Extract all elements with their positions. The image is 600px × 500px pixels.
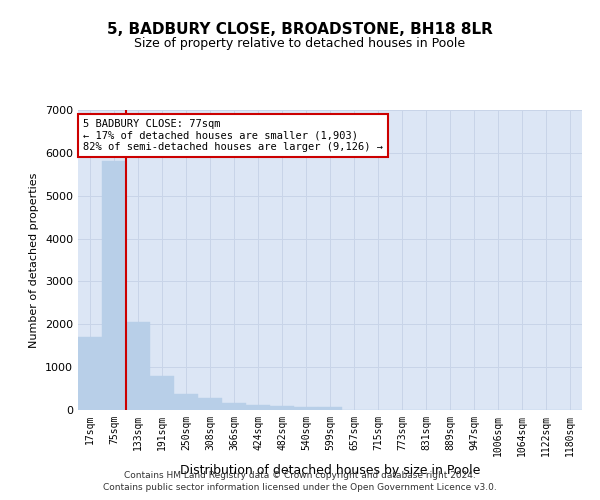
Text: Contains public sector information licensed under the Open Government Licence v3: Contains public sector information licen…: [103, 484, 497, 492]
Bar: [150, 376, 174, 410]
Bar: [246, 405, 270, 410]
Text: 5, BADBURY CLOSE, BROADSTONE, BH18 8LR: 5, BADBURY CLOSE, BROADSTONE, BH18 8LR: [107, 22, 493, 38]
Bar: [270, 406, 294, 410]
Text: 5 BADBURY CLOSE: 77sqm
← 17% of detached houses are smaller (1,903)
82% of semi-: 5 BADBURY CLOSE: 77sqm ← 17% of detached…: [83, 119, 383, 152]
Text: Contains HM Land Registry data © Crown copyright and database right 2024.: Contains HM Land Registry data © Crown c…: [124, 471, 476, 480]
Bar: [222, 402, 246, 410]
Text: Size of property relative to detached houses in Poole: Size of property relative to detached ho…: [134, 38, 466, 51]
Bar: [102, 162, 126, 410]
X-axis label: Distribution of detached houses by size in Poole: Distribution of detached houses by size …: [180, 464, 480, 477]
Bar: [78, 337, 102, 410]
Bar: [198, 398, 222, 410]
Y-axis label: Number of detached properties: Number of detached properties: [29, 172, 40, 348]
Bar: [174, 394, 198, 410]
Bar: [126, 322, 150, 410]
Bar: [294, 406, 318, 410]
Bar: [318, 408, 342, 410]
